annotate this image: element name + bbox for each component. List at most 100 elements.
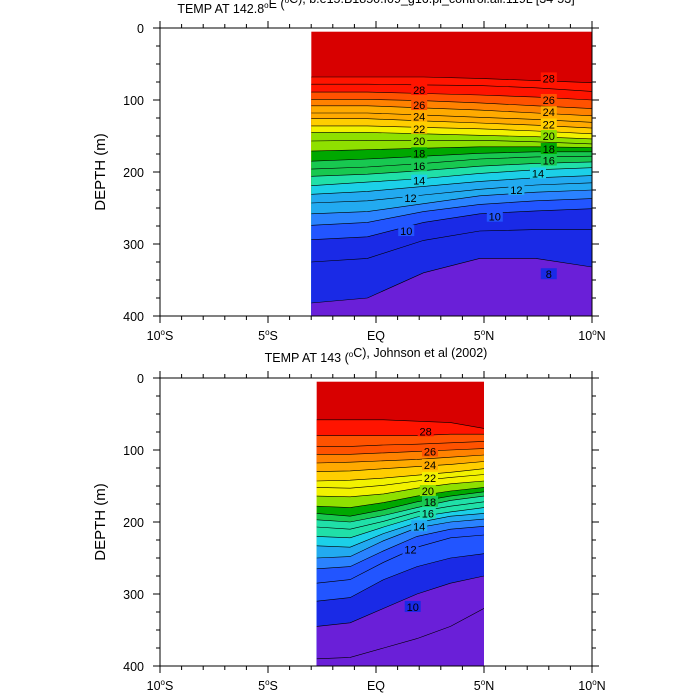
contour-line bbox=[316, 461, 484, 472]
contour-label-bg bbox=[411, 83, 428, 95]
contour-label: 16 bbox=[422, 508, 434, 520]
x-tick-label: 5oS bbox=[258, 328, 278, 343]
contour-line bbox=[316, 518, 484, 559]
contour-label: 12 bbox=[404, 193, 416, 205]
contour-label: 14 bbox=[413, 176, 425, 188]
contour-line bbox=[316, 507, 484, 539]
contour-line bbox=[311, 258, 592, 304]
contour-line bbox=[311, 140, 592, 145]
x-tick-label: 10oN bbox=[578, 678, 605, 693]
contour-label-bg bbox=[411, 147, 428, 159]
contour-label-bg bbox=[417, 425, 434, 437]
contour-label: 28 bbox=[420, 426, 432, 438]
chart-title: TEMP AT 143 (oC), Johnson et al (2002) bbox=[265, 346, 488, 365]
contour-label: 28 bbox=[413, 85, 425, 97]
x-tick-label: 10oN bbox=[578, 328, 605, 343]
x-tick-label: 10oS bbox=[147, 328, 174, 343]
contour-label: 24 bbox=[413, 112, 425, 124]
contour-label-bg bbox=[398, 225, 415, 237]
contour-band bbox=[316, 608, 484, 666]
contour-label-bg bbox=[422, 445, 438, 457]
x-tick-label: 5oS bbox=[258, 678, 278, 693]
contour-line bbox=[316, 553, 484, 602]
x-tick-label: 10oS bbox=[147, 678, 174, 693]
chart-title: TEMP AT 142.8oE (oC), b.e15.B1850.f09_g1… bbox=[177, 0, 574, 16]
contour-line bbox=[316, 468, 484, 482]
contour-label-bg bbox=[419, 507, 436, 519]
y-axis-label: DEPTH (m) bbox=[92, 483, 109, 561]
contour-band bbox=[311, 258, 592, 316]
y-tick-label: 200 bbox=[123, 166, 144, 180]
contour-label: 26 bbox=[424, 446, 436, 458]
y-tick-label: 400 bbox=[123, 310, 144, 324]
y-tick-label: 200 bbox=[123, 516, 144, 530]
contour-label-bg bbox=[540, 154, 557, 166]
y-tick-label: 300 bbox=[123, 588, 144, 602]
contour-label-bg bbox=[540, 142, 557, 154]
contour-label: 20 bbox=[543, 131, 555, 143]
contour-label-bg bbox=[540, 118, 557, 130]
contour-label-bg bbox=[419, 485, 436, 497]
y-tick-label: 0 bbox=[137, 22, 144, 36]
contour-label-bg bbox=[540, 268, 557, 280]
x-tick-label: 5oN bbox=[474, 678, 494, 693]
contour-label-bg bbox=[404, 600, 421, 612]
y-tick-label: 100 bbox=[123, 94, 144, 108]
contour-label: 10 bbox=[407, 602, 419, 614]
y-tick-label: 400 bbox=[123, 660, 144, 674]
contour-line bbox=[316, 419, 484, 429]
contour-label-bg bbox=[508, 184, 525, 195]
contour-label-bg bbox=[540, 106, 557, 118]
contour-label: 24 bbox=[543, 107, 555, 119]
y-tick-label: 300 bbox=[123, 238, 144, 252]
contour-label: 16 bbox=[543, 155, 555, 167]
contour-line bbox=[316, 495, 484, 523]
contour-label: 16 bbox=[413, 161, 425, 173]
contour-line bbox=[316, 501, 484, 530]
contour-label-bg bbox=[411, 520, 428, 532]
contour-line bbox=[316, 433, 484, 436]
contour-label: 22 bbox=[543, 119, 555, 131]
contour-label-bg bbox=[411, 110, 428, 122]
contour-label-bg bbox=[402, 191, 419, 203]
contour-label-bg bbox=[540, 130, 557, 141]
contour-line bbox=[311, 208, 592, 240]
contour-label-bg bbox=[411, 122, 428, 134]
contour-line bbox=[316, 487, 484, 508]
contour-label-bg bbox=[422, 472, 438, 484]
x-tick-label: EQ bbox=[367, 329, 385, 343]
contour-label-bg bbox=[486, 210, 503, 222]
contour-label: 26 bbox=[543, 95, 555, 107]
contour-label-bg bbox=[411, 160, 428, 172]
contour-label: 18 bbox=[543, 144, 555, 156]
contour-line bbox=[316, 491, 484, 517]
contour-line bbox=[316, 480, 484, 498]
contour-line bbox=[311, 189, 592, 215]
contour-label: 10 bbox=[489, 212, 501, 224]
contour-label: 18 bbox=[413, 148, 425, 160]
contour-label: 14 bbox=[413, 521, 425, 533]
y-tick-label: 100 bbox=[123, 444, 144, 458]
contour-line bbox=[311, 229, 592, 263]
contour-label: 24 bbox=[424, 460, 436, 472]
contour-line bbox=[311, 83, 592, 92]
contour-line bbox=[316, 608, 484, 660]
contour-label: 12 bbox=[510, 185, 522, 197]
contour-line bbox=[311, 182, 592, 204]
contour-label-bg bbox=[411, 135, 428, 147]
contour-line bbox=[316, 526, 484, 570]
contour-label: 22 bbox=[424, 473, 436, 485]
contour-label-bg bbox=[411, 99, 428, 111]
contour-label: 10 bbox=[400, 226, 412, 238]
contour-label-bg bbox=[422, 459, 438, 471]
contour-label: 18 bbox=[424, 497, 436, 509]
contour-label: 14 bbox=[532, 168, 544, 180]
contour-line bbox=[316, 513, 484, 548]
contour-label: 22 bbox=[413, 124, 425, 136]
contour-line bbox=[316, 441, 484, 447]
